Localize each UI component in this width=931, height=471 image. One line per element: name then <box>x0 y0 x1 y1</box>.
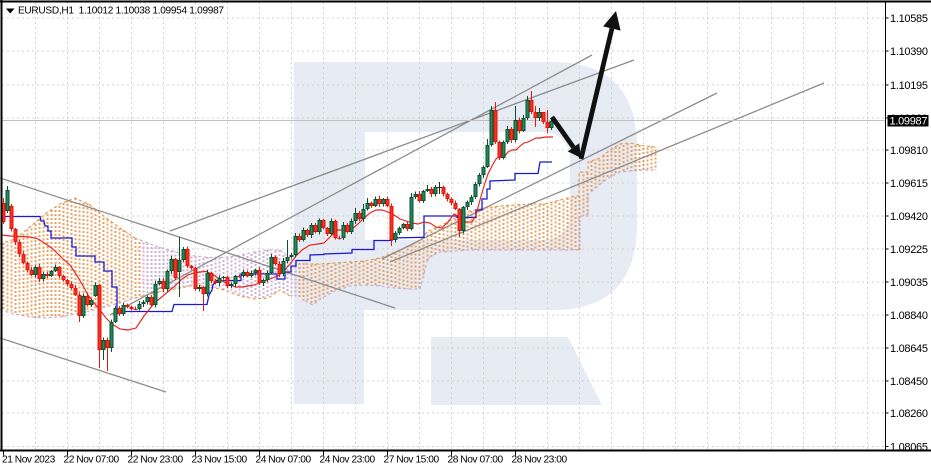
svg-text:27 Nov 15:00: 27 Nov 15:00 <box>384 455 440 466</box>
svg-text:1.09225: 1.09225 <box>890 244 928 256</box>
svg-text:1.10195: 1.10195 <box>890 80 928 92</box>
svg-text:24 Nov 23:00: 24 Nov 23:00 <box>320 455 376 466</box>
svg-text:1.08450: 1.08450 <box>890 376 928 388</box>
svg-text:1.08645: 1.08645 <box>890 343 928 355</box>
svg-text:1.09615: 1.09615 <box>890 178 928 190</box>
svg-text:22 Nov 23:00: 22 Nov 23:00 <box>128 455 184 466</box>
svg-text:21 Nov 2023: 21 Nov 2023 <box>2 455 56 466</box>
svg-text:EURUSD,H1 1.10012 1.10038 1.0: EURUSD,H1 1.10012 1.10038 1.09954 1.0998… <box>18 6 224 17</box>
svg-text:1.09987: 1.09987 <box>890 116 928 128</box>
svg-text:24 Nov 07:00: 24 Nov 07:00 <box>256 455 312 466</box>
svg-text:22 Nov 07:00: 22 Nov 07:00 <box>64 455 120 466</box>
svg-text:28 Nov 07:00: 28 Nov 07:00 <box>448 455 504 466</box>
svg-text:1.08840: 1.08840 <box>890 310 928 322</box>
svg-text:1.09420: 1.09420 <box>890 211 928 223</box>
svg-text:28 Nov 23:00: 28 Nov 23:00 <box>512 455 568 466</box>
svg-text:1.08065: 1.08065 <box>890 442 928 454</box>
svg-text:1.08260: 1.08260 <box>890 408 928 420</box>
svg-text:1.09810: 1.09810 <box>890 145 928 157</box>
svg-text:23 Nov 15:00: 23 Nov 15:00 <box>192 455 248 466</box>
svg-text:1.10585: 1.10585 <box>890 13 928 25</box>
svg-text:1.10390: 1.10390 <box>890 46 928 58</box>
svg-text:1.09035: 1.09035 <box>890 277 928 289</box>
